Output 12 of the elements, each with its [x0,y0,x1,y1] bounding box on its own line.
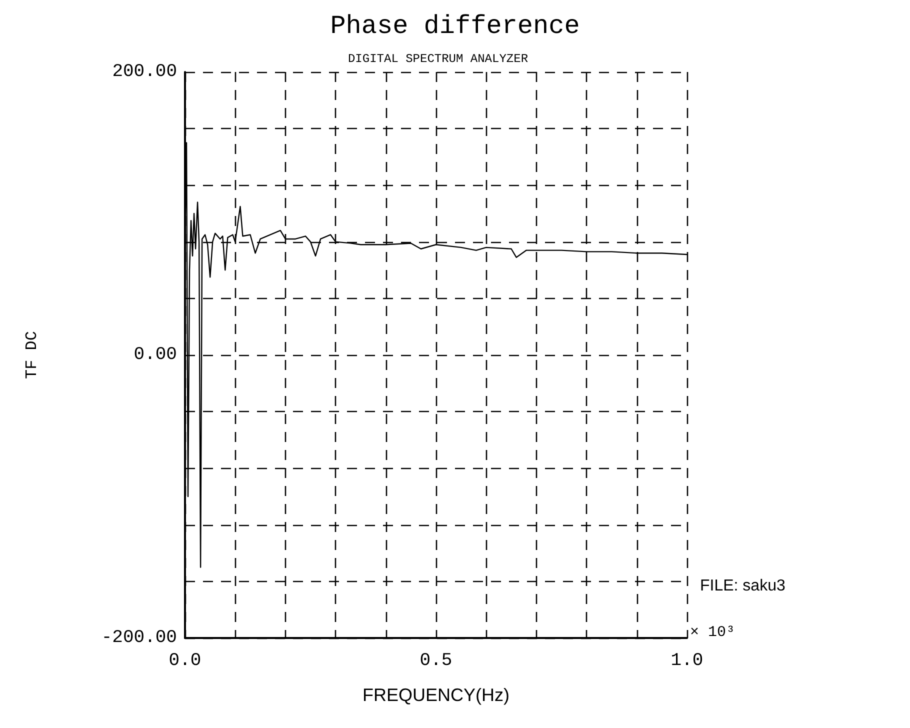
x-tick-label: 1.0 [670,651,704,671]
x-axis-title: FREQUENCY(Hz) [362,685,510,705]
text: × 10³ [690,624,736,641]
x-tick-label: 0.5 [420,651,452,671]
y-axis-title: TF DC [23,330,41,380]
text: FILE: saku3 [700,578,786,594]
x-tick-label: 0.0 [168,651,202,671]
y-tick-label: 0.00 [134,345,177,365]
chart-title: Phase difference [330,11,580,41]
y-tick-label: 200.00 [112,62,177,82]
y-tick-label: -200.00 [101,628,177,648]
chart-subtitle: DIGITAL SPECTRUM ANALYZER [348,52,528,66]
